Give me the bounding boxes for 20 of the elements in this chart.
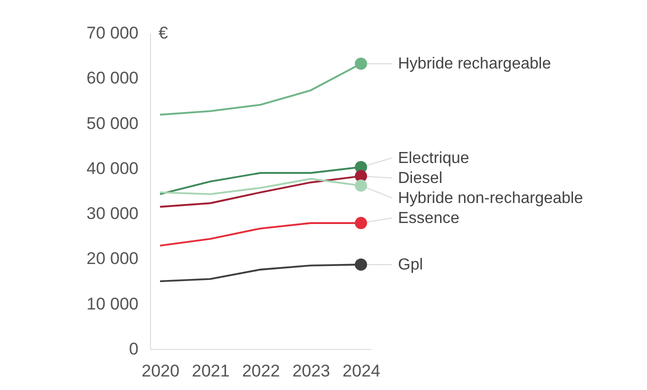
series-label: Electrique xyxy=(398,150,470,167)
y-tick-label: 30 000 xyxy=(86,204,138,224)
y-tick-label: 40 000 xyxy=(86,158,138,178)
y-tick-label: 10 000 xyxy=(86,294,138,314)
series-label: Essence xyxy=(398,210,460,227)
series-label: Diesel xyxy=(398,170,442,187)
x-tick-label: 2022 xyxy=(242,362,280,380)
x-tick-label: 2021 xyxy=(192,362,230,380)
series-label: Hybride rechargeable xyxy=(398,56,552,73)
x-tick-label: 2020 xyxy=(142,362,180,380)
series-label: Gpl xyxy=(398,256,423,274)
y-tick-label: 0 xyxy=(129,340,138,358)
y-tick-label: 70 000 xyxy=(86,24,138,42)
x-tick-label: 2023 xyxy=(292,362,330,380)
series-label: Hybride non-rechargeable xyxy=(398,190,584,207)
y-tick-label: 20 000 xyxy=(86,249,138,268)
y-tick-label: 60 000 xyxy=(86,68,138,88)
y-tick-label: 50 000 xyxy=(86,114,138,133)
y-axis-title: € xyxy=(158,24,168,42)
x-tick-label: 2024 xyxy=(342,362,380,380)
